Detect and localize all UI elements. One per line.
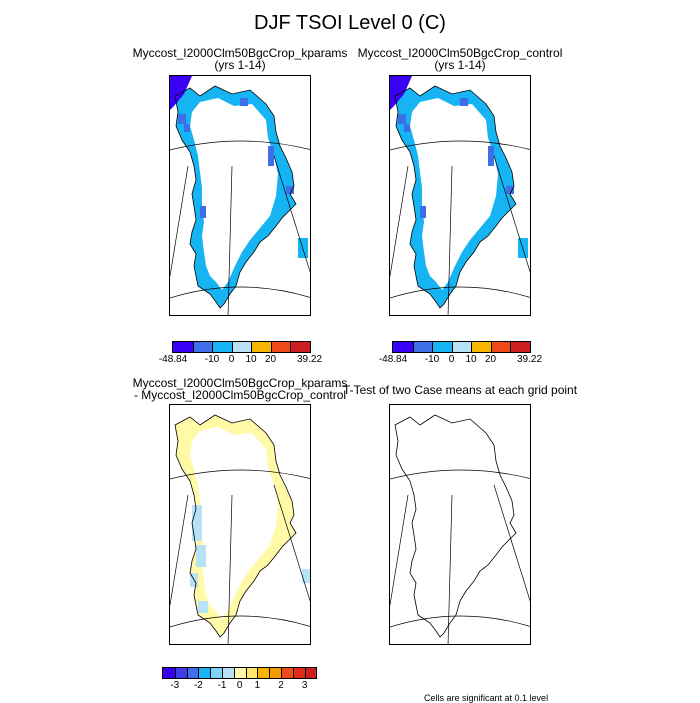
panel-3-map [169, 404, 311, 645]
colorbar-3-swatch [198, 668, 211, 678]
greenland-map-svg [170, 414, 310, 644]
panel-2-title-line2: (yrs 1-14) [434, 58, 486, 72]
colorbar-3-swatch [269, 668, 281, 678]
panel-3-title: Myccost_I2000Clm50BgcCrop_kparams - Mycc… [120, 377, 360, 401]
coastline [174, 85, 297, 309]
panel-2-title: Myccost_I2000Clm50BgcCrop_control (yrs 1… [340, 47, 580, 71]
coastline [394, 85, 517, 309]
coastal-temperature-band [395, 86, 516, 308]
colorbar-1-tick-label: -10 [204, 354, 220, 365]
colorbar-1-tick-label: 39.22 [296, 354, 323, 365]
panel-4-map [389, 404, 531, 645]
colorbar-3-swatch [221, 668, 234, 678]
colorbar-3-swatch [292, 668, 305, 678]
colorbar-3-swatch [257, 668, 270, 678]
colorbar-3-tick-label: -3 [170, 680, 180, 691]
colorbar-2-swatch [393, 342, 413, 352]
colorbar-1-swatch [251, 342, 271, 352]
panel-1-title-line2: (yrs 1-14) [214, 58, 266, 72]
colorbar-2-tick-label: -10 [424, 354, 440, 365]
colorbar-2-tick-label: -48.84 [378, 354, 408, 365]
colorbar-3-tick-label: -1 [217, 680, 227, 691]
colorbar-3-tick-label: 1 [254, 680, 261, 691]
colorbar-panel-1: -48.84 -10 0 10 20 39.22 [159, 341, 322, 365]
colorbar-1-tick-label: 10 [245, 354, 257, 365]
medium-cold-cells [178, 98, 294, 218]
greenland-map-svg [170, 76, 310, 315]
coastline [394, 414, 517, 638]
colorbar-1-swatch [212, 342, 232, 352]
colorbar-2-tick-label: 20 [484, 354, 497, 365]
colorbar-2-boxes [392, 341, 531, 353]
colorbar-1-swatch [270, 342, 290, 352]
panel-1-title: Myccost_I2000Clm50BgcCrop_kparams (yrs 1… [120, 47, 360, 71]
panel-3-title-line2: - Myccost_I2000Clm50BgcCrop_control [133, 388, 347, 402]
colorbar-3-swatch [304, 668, 317, 678]
colorbar-3-boxes [162, 667, 318, 679]
colorbar-1-tick-label: 0 [228, 354, 235, 365]
colorbar-1-swatch [290, 342, 310, 352]
colorbar-3-swatch [233, 668, 246, 678]
panel-2-title-line1: Myccost_I2000Clm50BgcCrop_control [357, 46, 563, 60]
negative-difference-cells [190, 505, 310, 613]
colorbar-3-tick-label: 2 [278, 680, 284, 691]
colorbar-1-tick-label: -48.84 [158, 354, 188, 365]
colorbar-3-tick-label: -2 [193, 680, 203, 691]
colorbar-2-tick-label: 0 [448, 354, 455, 365]
colorbar-3-swatch [163, 668, 175, 678]
colorbar-3-swatch [210, 668, 222, 678]
colorbar-1-swatch [192, 342, 212, 352]
figure-title: DJF TSOI Level 0 (C) [254, 12, 446, 34]
colorbar-1-swatch [173, 342, 193, 352]
ttest-note: Cells are significant at 0.1 level [424, 693, 549, 703]
colorbar-3-tick-label: 3 [301, 680, 308, 691]
greenland-map-svg [390, 76, 530, 315]
colorbar-panel-2: -48.84 -10 0 10 20 39.22 [379, 341, 542, 365]
coastal-temperature-band [175, 86, 296, 308]
colorbar-2-swatch [451, 342, 471, 352]
panel-1-title-line1: Myccost_I2000Clm50BgcCrop_kparams [132, 46, 348, 60]
panel-2-map [389, 75, 531, 316]
colorbar-2-swatch [432, 342, 452, 352]
colorbar-2-tick-label: 10 [465, 354, 477, 365]
panel-4-title-line1: T-Test of two Case means at each grid po… [342, 383, 578, 397]
colorbar-3-swatch [186, 668, 199, 678]
colorbar-difference: -3 -2 -1 0 1 2 3 [162, 667, 318, 691]
colorbar-2-swatch [490, 342, 510, 352]
colorbar-2-tick-label: 39.22 [516, 354, 543, 365]
colorbar-2-swatch [510, 342, 530, 352]
colorbar-3-tick-label: 0 [236, 680, 243, 691]
panel-1-map [169, 75, 311, 316]
colorbar-3-swatch [174, 668, 187, 678]
panel-3-title-line1: Myccost_I2000Clm50BgcCrop_kparams [132, 376, 348, 390]
medium-cold-cells [398, 98, 514, 218]
colorbar-3-swatch [280, 668, 293, 678]
colorbar-1-boxes [172, 341, 311, 353]
colorbar-2-swatch [471, 342, 491, 352]
colorbar-1-tick-label: 20 [264, 354, 277, 365]
colorbar-1-swatch [231, 342, 251, 352]
colorbar-1-labels: -48.84 -10 0 10 20 39.22 [159, 353, 322, 365]
colorbar-3-labels: -3 -2 -1 0 1 2 3 [162, 679, 315, 691]
colorbar-2-labels: -48.84 -10 0 10 20 39.22 [379, 353, 542, 365]
colorbar-2-swatch [412, 342, 432, 352]
coastline [174, 414, 297, 638]
greenland-map-svg [390, 414, 530, 644]
panel-4-title: T-Test of two Case means at each grid po… [340, 384, 580, 396]
colorbar-3-swatch [245, 668, 258, 678]
